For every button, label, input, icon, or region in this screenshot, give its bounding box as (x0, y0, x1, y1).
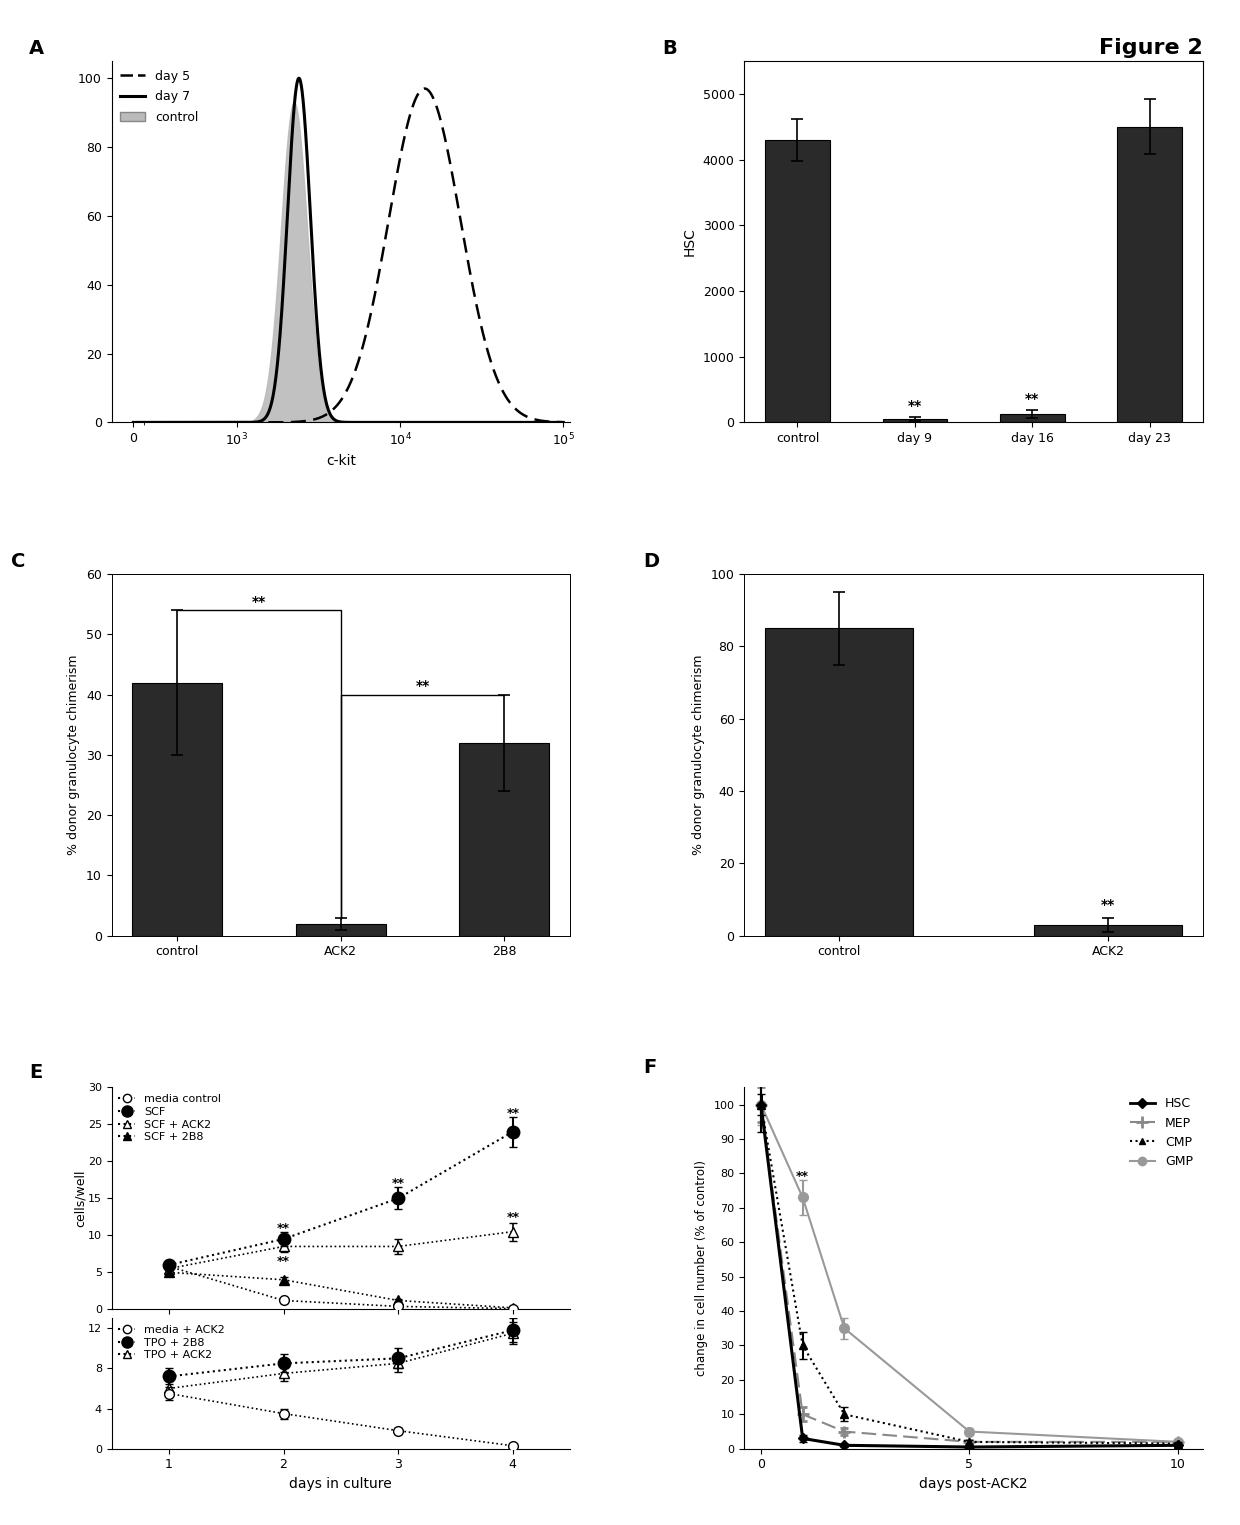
Bar (883, 419, 947, 422)
Legend: HSC, MEP, CMP, GMP: HSC, MEP, CMP, GMP (1126, 1093, 1197, 1171)
Text: **: ** (506, 1107, 520, 1119)
Legend: media control, SCF, SCF + ACK2, SCF + 2B8: media control, SCF, SCF + ACK2, SCF + 2B… (117, 1093, 222, 1144)
X-axis label: days in culture: days in culture (289, 1478, 392, 1491)
X-axis label: c-kit: c-kit (326, 454, 356, 468)
Text: E: E (29, 1063, 42, 1083)
Bar (133, 683, 222, 935)
Y-axis label: change in cell number (% of control): change in cell number (% of control) (696, 1161, 708, 1376)
Text: **: ** (392, 1177, 404, 1190)
X-axis label: days post-ACK2: days post-ACK2 (919, 1478, 1028, 1491)
Bar (1117, 127, 1182, 422)
Text: B: B (662, 38, 677, 58)
Text: Figure 2: Figure 2 (1099, 38, 1203, 58)
Bar (999, 413, 1065, 422)
Text: C: C (11, 552, 25, 570)
Text: **: ** (796, 1170, 810, 1183)
Text: D: D (644, 552, 660, 570)
Text: A: A (29, 38, 45, 58)
Text: **: ** (1101, 898, 1115, 912)
Text: **: ** (277, 1255, 290, 1267)
Text: **: ** (1025, 392, 1039, 406)
Legend: day 5, day 7, control: day 5, day 7, control (118, 67, 201, 127)
Y-axis label: HSC: HSC (683, 227, 697, 256)
Y-axis label: cells/well: cells/well (73, 1170, 87, 1228)
Text: **: ** (252, 595, 267, 608)
Bar (296, 924, 386, 935)
Bar (765, 628, 913, 935)
Bar (459, 743, 549, 935)
Text: F: F (644, 1058, 657, 1077)
Y-axis label: % donor granulocyte chimerism: % donor granulocyte chimerism (692, 654, 706, 856)
Text: **: ** (277, 1222, 290, 1235)
Text: **: ** (415, 679, 430, 692)
Bar (1034, 924, 1182, 935)
Bar (765, 140, 830, 422)
Text: **: ** (506, 1211, 520, 1223)
Legend: media + ACK2, TPO + 2B8, TPO + ACK2: media + ACK2, TPO + 2B8, TPO + ACK2 (117, 1324, 226, 1362)
Y-axis label: % donor granulocyte chimerism: % donor granulocyte chimerism (67, 654, 81, 856)
Text: **: ** (908, 400, 923, 413)
